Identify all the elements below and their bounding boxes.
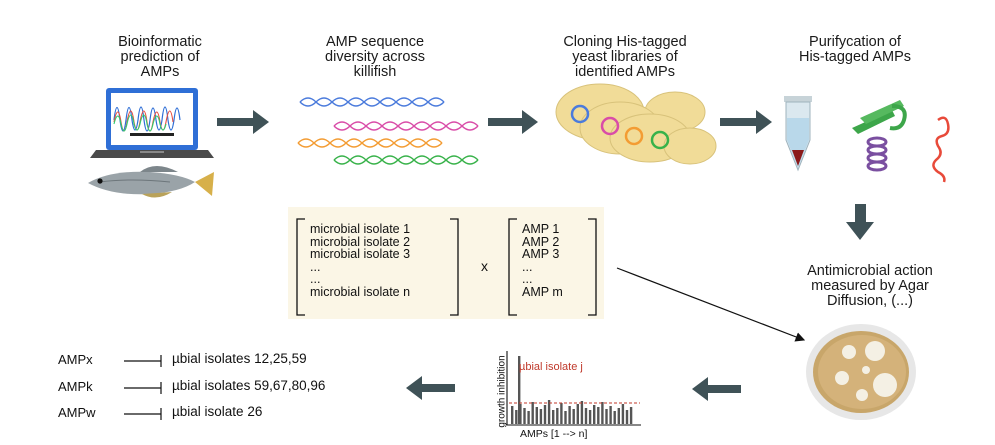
amp-item: ... bbox=[522, 259, 533, 274]
inhibition-bar bbox=[523, 408, 526, 424]
amp-item: AMP 2 bbox=[522, 234, 560, 249]
inhibition-bar bbox=[547, 400, 551, 424]
inhibition-bar bbox=[601, 402, 604, 424]
inhibition-bar bbox=[556, 408, 559, 424]
inhibition-bar bbox=[617, 408, 620, 424]
step-title-bioinformatic: Bioinformatic prediction of AMPs bbox=[118, 34, 202, 80]
arrow-dish-to-chart bbox=[692, 377, 741, 401]
isolate-item: microbial isolate 1 bbox=[310, 222, 411, 236]
inhibition-bar bbox=[511, 406, 514, 424]
inhibition-bar bbox=[527, 411, 530, 424]
inhibition-bar-peak bbox=[518, 356, 521, 424]
killifish-icon bbox=[88, 166, 214, 198]
inhibition-arrows bbox=[124, 355, 162, 420]
laptop-icon bbox=[90, 88, 214, 158]
matrix-panel bbox=[288, 207, 604, 319]
amp-list: AMP 1 AMP 2 AMP 3 ... ... AMP m bbox=[522, 223, 563, 299]
inhibition-chart bbox=[506, 351, 641, 426]
arrow-step2-to-3 bbox=[488, 110, 538, 134]
result-amp-label: AMPw bbox=[58, 405, 96, 420]
dna-sequences-icon bbox=[297, 97, 479, 165]
amp-item: AMP 1 bbox=[522, 222, 560, 236]
step-title-sequence-diversity: AMP sequence diversity across killifish bbox=[325, 34, 425, 80]
inhibition-bar bbox=[597, 407, 600, 424]
inhibition-bar bbox=[580, 401, 584, 424]
amp-item: ... bbox=[522, 272, 533, 287]
isolate-list: microbial isolate 1 microbial isolate 2 … bbox=[310, 223, 410, 299]
beta-sheet-icon bbox=[852, 100, 907, 134]
yeast-libraries-icon bbox=[555, 83, 717, 165]
times-symbol: x bbox=[481, 258, 488, 274]
arrow-chart-to-results bbox=[406, 376, 455, 400]
step-title-cloning: Cloning His-tagged yeast libraries of id… bbox=[563, 34, 687, 80]
result-isolates-text: µbial isolates 12,25,59 bbox=[172, 351, 307, 366]
isolate-item: microbial isolate 2 bbox=[310, 234, 411, 249]
inhibition-bar bbox=[535, 407, 538, 424]
inhibition-bar bbox=[539, 409, 543, 424]
step-title-antimicrobial: Antimicrobial action measured by Agar Di… bbox=[807, 263, 933, 309]
matrix-brackets bbox=[296, 218, 597, 316]
inhibition-bar bbox=[609, 406, 612, 424]
inhibition-bar bbox=[621, 404, 625, 424]
step-title-purification: Purifycation of His-tagged AMPs bbox=[798, 34, 912, 65]
inhibition-bar bbox=[515, 410, 518, 424]
inhibition-bar bbox=[531, 402, 534, 424]
inhibition-bar bbox=[588, 410, 592, 424]
isolate-item: ... bbox=[310, 272, 321, 287]
tube-icon bbox=[784, 96, 812, 172]
arrow-step3-to-4 bbox=[720, 110, 772, 134]
inhibition-bar bbox=[593, 405, 596, 424]
peptide-coil-icon bbox=[932, 116, 950, 183]
amp-item: AMP 3 bbox=[522, 247, 560, 262]
result-amp-label: AMPk bbox=[58, 379, 93, 394]
inhibition-bar bbox=[605, 409, 608, 424]
arrow-step4-to-5 bbox=[846, 204, 874, 240]
result-isolates-text: µbial isolates 59,67,80,96 bbox=[172, 378, 326, 393]
inhibition-bars bbox=[509, 356, 640, 424]
inhibition-bar bbox=[560, 403, 563, 424]
inhibition-bar bbox=[572, 409, 575, 424]
isolate-item: microbial isolate 3 bbox=[310, 247, 411, 262]
chart-inset-label: µbial isolate j bbox=[519, 361, 583, 373]
chart-ylabel: growth inhibition bbox=[496, 355, 508, 428]
inhibition-bar bbox=[543, 405, 547, 424]
arrow-step1-to-2 bbox=[217, 110, 269, 134]
inhibition-bar bbox=[564, 411, 567, 424]
inhibition-bar bbox=[625, 410, 629, 424]
inhibition-bar bbox=[568, 406, 571, 424]
chart-xlabel: AMPs [1 --> n] bbox=[520, 428, 588, 440]
inhibition-bar bbox=[584, 408, 588, 424]
isolate-item: ... bbox=[310, 259, 321, 274]
isolate-item: microbial isolate n bbox=[310, 284, 411, 299]
arrow-matrix-to-dish bbox=[616, 267, 806, 342]
flow-arrows bbox=[217, 110, 874, 401]
result-isolates-text: µbial isolate 26 bbox=[172, 404, 263, 419]
alpha-helix-icon bbox=[866, 136, 888, 172]
inhibition-bar bbox=[613, 411, 616, 424]
inhibition-bar bbox=[629, 407, 633, 424]
result-amp-label: AMPx bbox=[58, 352, 93, 367]
inhibition-bar bbox=[576, 404, 579, 424]
amp-item: AMP m bbox=[522, 284, 563, 299]
petri-dish-icon bbox=[806, 324, 916, 420]
inhibition-bar bbox=[552, 410, 555, 424]
